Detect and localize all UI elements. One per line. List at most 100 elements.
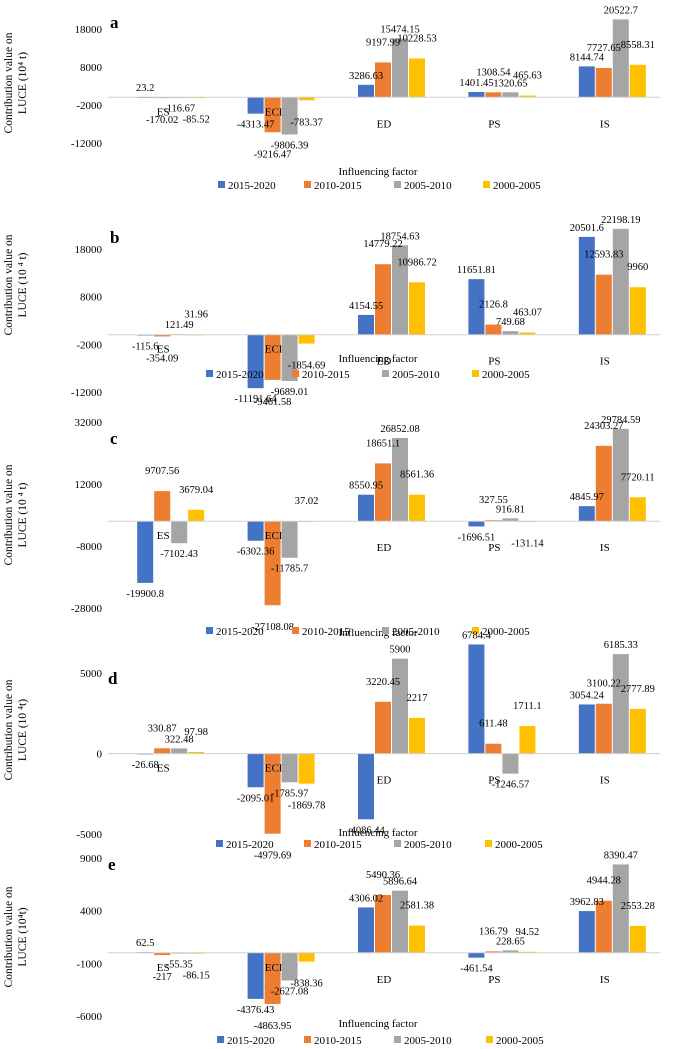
data-label: -783.37 xyxy=(290,117,322,128)
data-label: -55.35 xyxy=(166,959,193,970)
data-label: -4863.95 xyxy=(254,1021,292,1032)
data-label: -11191.64 xyxy=(235,394,278,405)
data-label: 8550.95 xyxy=(349,481,383,492)
data-label: 4306.02 xyxy=(349,893,383,904)
bar-es-2000-2005 xyxy=(188,509,205,522)
data-label: 327.55 xyxy=(479,495,508,506)
legend-entry: 2010-2015 xyxy=(314,1035,362,1047)
y-tick-label: -1000 xyxy=(76,958,102,970)
legend-swatch-2015-2020 xyxy=(217,1036,224,1043)
bar-is-2010-2015 xyxy=(595,274,612,335)
category-label: PS xyxy=(488,775,500,787)
category-label: ES xyxy=(157,344,170,356)
y-tick-label: -5000 xyxy=(76,829,102,841)
y-axis-title-line1: Contribution value on xyxy=(3,234,15,335)
bar-es-2005-2010 xyxy=(171,748,188,754)
bar-ed-2000-2005 xyxy=(409,494,425,522)
legend-swatch-2005-2010 xyxy=(394,181,401,188)
bar-ps-2010-2015 xyxy=(485,520,502,522)
bar-es-2000-2005 xyxy=(188,752,205,754)
category-label: PS xyxy=(488,974,500,986)
bar-ed-2000-2005 xyxy=(409,58,425,98)
legend-entry: 2015-2020 xyxy=(216,369,264,381)
data-label: 20501.6 xyxy=(570,223,604,234)
bar-ps-2015-2020 xyxy=(468,644,485,754)
category-label: IS xyxy=(600,118,610,130)
y-axis-title-line2: LUCE (10⁴ t) xyxy=(17,52,29,114)
y-tick-label: 5000 xyxy=(80,668,103,680)
bar-ps-2015-2020 xyxy=(468,952,485,958)
y-axis-title-line1: Contribution value on xyxy=(3,464,15,565)
data-label: 22198.19 xyxy=(601,215,640,226)
chart-panel-b: 18000 8000 -2000 -12000 Contribution value o… xyxy=(3,215,660,408)
bar-is-2000-2005 xyxy=(629,925,646,953)
data-label: 3286.63 xyxy=(349,71,383,82)
bar-es-2010-2015 xyxy=(154,334,171,337)
bar-ed-2000-2005 xyxy=(409,717,425,754)
data-label: 916.81 xyxy=(496,504,525,515)
data-label: -1785.97 xyxy=(271,788,309,799)
chart-panel-a: 18000 8000 -2000 -12000 Contribution value o… xyxy=(3,5,660,192)
data-label: -26.68 xyxy=(132,760,159,771)
bar-eci-2005-2010 xyxy=(281,334,298,381)
category-label: PS xyxy=(488,356,500,368)
legend-entry: 2015-2020 xyxy=(216,626,264,638)
legend-swatch-2015-2020 xyxy=(216,840,223,847)
panel-title: d xyxy=(108,669,118,688)
data-label: -461.54 xyxy=(460,964,493,975)
data-label: -170.02 xyxy=(146,115,178,126)
category-label: IS xyxy=(600,356,610,368)
bar-ps-2015-2020 xyxy=(468,279,485,335)
bar-ed-2010-2015 xyxy=(375,894,391,953)
bar-ed-2010-2015 xyxy=(375,62,391,98)
data-label: 4845.97 xyxy=(570,492,604,503)
data-label: 330.87 xyxy=(148,723,177,734)
bar-es-2015-2020 xyxy=(137,521,154,583)
y-tick-label: -2000 xyxy=(76,339,102,351)
category-label: IS xyxy=(600,542,610,554)
bar-eci-2015-2020 xyxy=(247,521,264,541)
data-label: 1401.45 xyxy=(459,78,493,89)
data-label: -9806.39 xyxy=(271,140,309,151)
legend-entry: 2015-2020 xyxy=(228,180,276,192)
bar-ed-2010-2015 xyxy=(375,701,391,754)
bar-ps-2010-2015 xyxy=(485,743,502,754)
legend-swatch-2005-2010 xyxy=(394,840,401,847)
legend-swatch-2010-2015 xyxy=(304,1036,311,1043)
data-label: 3679.04 xyxy=(179,485,214,496)
data-label: 2777.89 xyxy=(621,684,655,695)
category-label: PS xyxy=(488,118,500,130)
category-label: ED xyxy=(377,118,392,130)
data-label: 9960 xyxy=(627,262,648,273)
data-label: 5490.36 xyxy=(366,870,400,881)
bar-ed-2015-2020 xyxy=(358,753,374,820)
bar-es-2005-2010 xyxy=(171,521,188,544)
data-label: -1246.57 xyxy=(492,780,530,791)
bar-eci-2005-2010 xyxy=(281,753,298,783)
bar-ps-2010-2015 xyxy=(485,324,502,335)
data-label: 4944.28 xyxy=(587,876,621,887)
data-label: 2553.28 xyxy=(621,901,655,912)
data-label: -354.09 xyxy=(146,353,178,364)
data-label: 611.48 xyxy=(479,719,508,730)
data-label: -115.6 xyxy=(132,341,159,352)
y-tick-label: 18000 xyxy=(75,24,103,36)
bar-eci-2005-2010 xyxy=(281,521,298,558)
y-tick-label: 0 xyxy=(97,749,103,761)
bar-eci-2010-2015 xyxy=(264,753,281,834)
legend-swatch-2015-2020 xyxy=(218,181,225,188)
bar-is-2005-2010 xyxy=(612,654,629,754)
legend-entry: 2010-2015 xyxy=(302,626,350,638)
bar-es-2010-2015 xyxy=(154,952,171,956)
bar-is-2010-2015 xyxy=(595,445,612,522)
bar-ed-2015-2020 xyxy=(358,314,374,335)
data-label: 6185.33 xyxy=(604,640,638,651)
bar-is-2000-2005 xyxy=(629,497,646,522)
y-tick-label: 12000 xyxy=(75,479,103,491)
data-label: 18754.63 xyxy=(380,231,419,242)
y-tick-label: -12000 xyxy=(71,387,103,399)
data-label: 9197.99 xyxy=(366,37,400,48)
bar-ps-2005-2010 xyxy=(502,331,519,335)
x-axis-title: Influencing factor xyxy=(338,627,417,639)
legend-entry: 2005-2010 xyxy=(404,839,452,851)
